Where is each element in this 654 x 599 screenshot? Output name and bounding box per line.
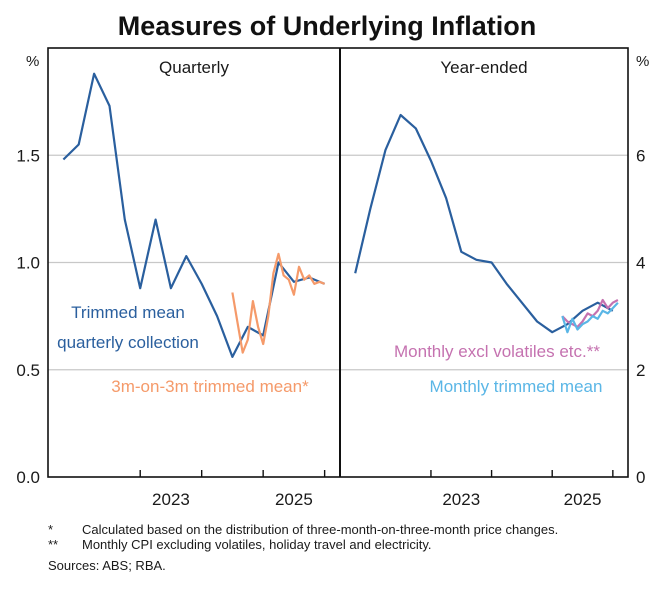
series-label: Monthly excl volatiles etc.**: [394, 342, 600, 361]
y-unit-left: %: [26, 53, 39, 70]
footnote-1-mark: *: [48, 522, 54, 537]
panel-title-year-ended: Year-ended: [440, 58, 527, 77]
chart-title: Measures of Underlying Inflation: [118, 11, 537, 41]
series-label: Trimmed mean: [71, 303, 185, 322]
x-tick-label: 2023: [442, 490, 480, 509]
x-tick-label: 2023: [152, 490, 190, 509]
y-tick-label-left: 0.5: [16, 361, 40, 380]
y-tick-label-right: 4: [636, 254, 645, 273]
plot-area: 0.0 0.5 1.0 1.5% 2023 2025 Quarterly Trimmed me…: [16, 47, 649, 509]
y-tick-label-right: 0: [636, 468, 645, 487]
series-label: Monthly trimmed mean: [430, 377, 603, 396]
x-tick-label: 2025: [275, 490, 313, 509]
series-line: [561, 301, 619, 334]
sources-note: Sources: ABS; RBA.: [48, 558, 166, 573]
footnote-2-text: Monthly CPI excluding volatiles, holiday…: [82, 537, 432, 552]
y-tick-label-left: 1.5: [16, 146, 40, 165]
y-tick-label-right: 6: [636, 146, 645, 165]
y-unit-right: %: [636, 53, 649, 70]
footnotes: * Calculated based on the distribution o…: [48, 522, 648, 573]
series-line: [231, 252, 326, 354]
series-label: quarterly collection: [57, 333, 199, 352]
footnote-2: ** Monthly CPI excluding volatiles, holi…: [48, 537, 648, 552]
y-tick-label-left: 1.0: [16, 254, 40, 273]
footnote-1: * Calculated based on the distribution o…: [48, 522, 648, 537]
series-line: [354, 113, 614, 334]
y-tick-label-right: 2: [636, 361, 645, 380]
footnote-2-mark: **: [48, 537, 59, 552]
panel-title-quarterly: Quarterly: [159, 58, 229, 77]
x-tick-label: 2025: [564, 490, 602, 509]
series-label: 3m-on-3m trimmed mean*: [111, 377, 309, 396]
y-tick-label-left: 0.0: [16, 468, 40, 487]
plot-frame: [47, 47, 629, 478]
footnote-1-text: Calculated based on the distribution of …: [82, 522, 559, 537]
